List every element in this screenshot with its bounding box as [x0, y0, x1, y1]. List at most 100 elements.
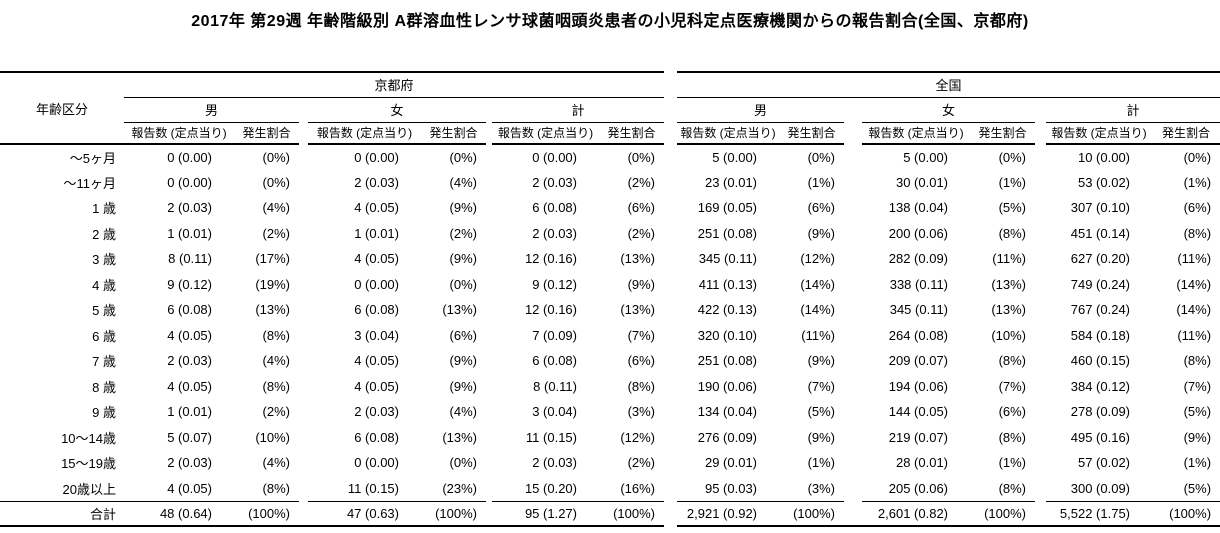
value-cell: (1%) [1183, 174, 1212, 190]
value-cell: (10%) [991, 327, 1027, 343]
value-cell: 23 (0.01) [704, 174, 758, 190]
value-cell: (16%) [599, 475, 665, 502]
value-cell: 12 (0.16) [524, 251, 577, 267]
value-cell: (13%) [991, 276, 1027, 292]
age-cell: 20歳以上 [0, 475, 124, 502]
metric-header-count: 報告数 (定点当り) [677, 122, 780, 145]
spacer-cell [1035, 323, 1046, 349]
value-cell: (0%) [449, 455, 477, 471]
metric-header-count: 報告数 (定点当り) [492, 122, 599, 145]
metric-header-rate: 発生割合 [970, 122, 1036, 145]
table-row: 3 歳 8 (0.11) (17%) 4 (0.05) (9%) 12 (0.16) (13… [0, 246, 1220, 272]
value-cell: 278 (0.09) [1070, 404, 1131, 420]
value-cell: (6%) [1183, 200, 1212, 216]
value-cell: 320 (0.10) [697, 327, 758, 343]
value-cell: (9%) [449, 200, 477, 216]
table-row: 8 歳 4 (0.05) (8%) 4 (0.05) (9%) 8 (0.11) (8%) 1… [0, 374, 1220, 400]
spacer-cell [299, 425, 308, 451]
value-cell: (0%) [627, 149, 656, 165]
total-row: 合計 48 (0.64) (100%) 47 (0.63) (100%) 95 (1.27… [0, 501, 1220, 527]
table-row: 10〜14歳 5 (0.07) (10%) 6 (0.08) (13%) 11 (0.15… [0, 425, 1220, 451]
table-row: 20歳以上 4 (0.05) (8%) 11 (0.15) (23%) 15 (0.20)… [0, 475, 1220, 502]
value-cell: 8 (0.11) [533, 378, 577, 394]
value-cell: (8%) [234, 475, 299, 502]
value-cell: (2%) [627, 455, 656, 471]
spacer-cell [664, 246, 677, 272]
spacer-cell [844, 450, 862, 476]
value-cell: 460 (0.15) [1070, 353, 1131, 369]
value-cell: (12%) [620, 429, 656, 445]
value-cell: (8%) [998, 353, 1027, 369]
value-cell: 11 (0.15) [308, 475, 421, 502]
value-cell: 1 (0.01) [167, 225, 212, 241]
spacer-cell [1035, 348, 1046, 374]
value-cell: 4 (0.05) [354, 200, 399, 216]
value-cell: 6 (0.08) [167, 302, 212, 318]
value-cell: (14%) [1176, 276, 1212, 292]
value-cell: 4 (0.05) [167, 327, 212, 343]
value-cell: 12 (0.16) [524, 302, 577, 318]
value-cell: (1%) [1183, 455, 1212, 471]
spacer-cell [1035, 246, 1046, 272]
value-cell: (100%) [779, 501, 845, 527]
value-cell: 1 (0.01) [354, 225, 399, 241]
value-cell: (0%) [1183, 149, 1212, 165]
value-cell: (9%) [807, 225, 836, 241]
value-cell: 9 (0.12) [532, 276, 577, 292]
value-cell: (17%) [255, 251, 290, 267]
value-cell: (9%) [449, 251, 477, 267]
value-cell: (5%) [998, 200, 1027, 216]
value-cell: (9%) [1183, 429, 1212, 445]
value-cell: (11%) [1177, 327, 1212, 343]
spacer-cell [844, 323, 862, 349]
value-cell: 48 (0.64) [124, 501, 234, 527]
sex-header-kyoto-male: 男 [124, 97, 299, 123]
spacer-cell [664, 374, 677, 400]
value-cell: 338 (0.11) [889, 276, 949, 292]
sex-header-row: 男 女 計 男 女 計 [0, 97, 1220, 123]
center-gap [664, 72, 677, 97]
age-cell: 1 歳 [92, 201, 116, 217]
value-cell: 5 (0.07) [167, 429, 212, 445]
value-cell: 0 (0.00) [167, 174, 212, 190]
spacer [299, 97, 308, 122]
sex-header-kyoto-total: 計 [492, 97, 665, 123]
age-cell: 6 歳 [92, 328, 116, 344]
value-cell: (100%) [599, 501, 665, 527]
value-cell: (8%) [627, 378, 656, 394]
value-cell: (14%) [800, 302, 836, 318]
spacer-cell [664, 221, 677, 247]
value-cell: 264 (0.08) [888, 327, 949, 343]
value-cell: (6%) [627, 353, 656, 369]
value-cell: (2%) [627, 174, 656, 190]
value-cell: 2 (0.03) [532, 455, 577, 471]
value-cell: 767 (0.24) [1070, 302, 1131, 318]
value-cell: (5%) [807, 404, 836, 420]
value-cell: 209 (0.07) [888, 353, 949, 369]
value-cell: (8%) [998, 225, 1027, 241]
spacer-cell [844, 246, 862, 272]
spacer-cell [844, 425, 862, 451]
value-cell: 11 (0.15) [525, 429, 577, 445]
value-cell: 144 (0.05) [888, 404, 949, 420]
value-cell: 6 (0.08) [532, 353, 577, 369]
spacer-cell [299, 246, 308, 272]
age-distribution-table: 年齢区分 京都府 全国 男 女 計 男 女 計 報告数 (定点当り) 発生割 [0, 71, 1220, 527]
sex-header-national-female: 女 [862, 97, 1036, 123]
spacer-cell [844, 374, 862, 400]
sex-header-kyoto-female: 女 [308, 97, 486, 123]
table-row: 〜5ヶ月 0 (0.00) (0%) 0 (0.00) (0%) 0 (0.00) (0%)… [0, 144, 1220, 170]
spacer-cell [844, 297, 862, 323]
value-cell: 95 (0.03) [677, 475, 780, 502]
value-cell: 138 (0.04) [888, 200, 949, 216]
value-cell: (0%) [449, 149, 477, 165]
value-cell: (4%) [262, 455, 290, 471]
value-cell: (11%) [992, 251, 1027, 267]
spacer-cell [299, 476, 308, 502]
value-cell: (8%) [1183, 225, 1212, 241]
value-cell: (13%) [620, 251, 656, 267]
metric-header-rate: 発生割合 [779, 122, 845, 145]
value-cell: 4 (0.05) [354, 251, 399, 267]
spacer-cell [664, 272, 677, 298]
